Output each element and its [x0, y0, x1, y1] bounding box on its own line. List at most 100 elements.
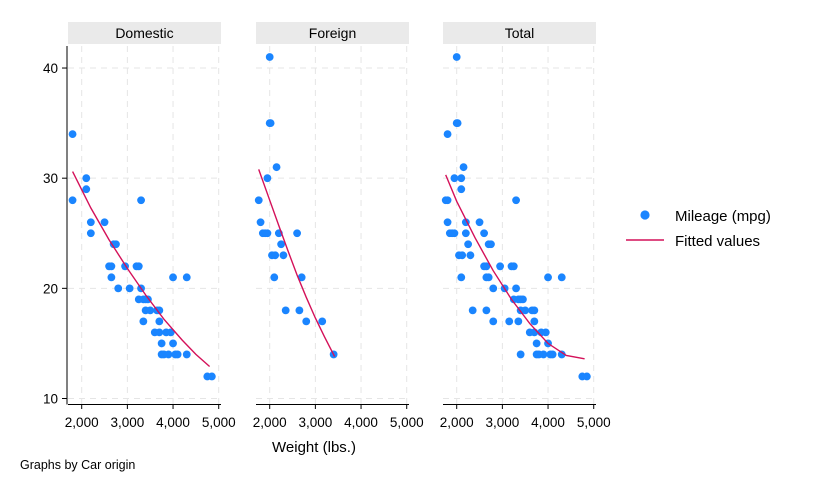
y-axis: 10 20 30 40: [43, 46, 68, 406]
y-tick-label: 40: [43, 61, 58, 76]
legend-label-points: Mileage (mpg): [675, 208, 771, 225]
data-point: [279, 251, 288, 260]
data-point: [173, 350, 182, 359]
data-point: [521, 306, 530, 315]
data-point: [86, 229, 95, 238]
panel-title: Domestic: [115, 25, 173, 41]
data-point: [557, 273, 566, 282]
data-point: [457, 174, 466, 183]
data-point: [464, 240, 473, 249]
y-tick-label: 20: [43, 281, 58, 296]
data-point: [443, 130, 452, 139]
data-point: [107, 273, 116, 282]
data-point: [458, 251, 467, 260]
data-point: [482, 306, 491, 315]
data-point: [509, 262, 518, 271]
data-point: [489, 317, 498, 326]
data-point: [256, 218, 265, 227]
data-point: [318, 317, 327, 326]
panel-strip: [68, 22, 221, 44]
data-point: [452, 53, 461, 61]
data-point: [164, 350, 173, 359]
fit-line: [445, 174, 585, 360]
data-point: [457, 185, 466, 194]
data-point: [516, 350, 525, 359]
data-point: [265, 53, 274, 61]
data-point: [548, 350, 557, 359]
data-point: [137, 196, 145, 205]
data-point: [157, 339, 166, 348]
data-point: [532, 339, 541, 348]
data-point: [505, 317, 514, 326]
legend-label-fit: Fitted values: [675, 233, 760, 250]
data-point: [281, 306, 290, 315]
data-point: [112, 240, 120, 249]
data-point: [457, 273, 466, 282]
data-point: [100, 218, 109, 227]
data-point: [86, 218, 95, 227]
data-point: [254, 196, 263, 205]
data-point: [271, 251, 280, 260]
y-tick-label: 10: [43, 391, 58, 406]
x-tick-label: 5,000: [202, 415, 236, 430]
data-point: [272, 163, 281, 172]
panel-strip: [443, 22, 596, 44]
data-point: [263, 174, 272, 183]
data-point: [539, 350, 548, 359]
data-point: [134, 262, 143, 271]
y-tick-label: 30: [43, 171, 58, 186]
panel-strip: [256, 22, 409, 44]
data-point: [480, 229, 489, 238]
x-tick-label: 3,000: [110, 415, 144, 430]
data-point: [557, 350, 566, 359]
x-tick-label: 3,000: [485, 415, 519, 430]
legend: Mileage (mpg) Fitted values: [626, 208, 771, 250]
data-point: [443, 196, 452, 205]
x-tick-label: 2,000: [253, 415, 287, 430]
data-point: [155, 328, 164, 337]
data-point: [270, 273, 279, 282]
data-point: [482, 262, 491, 271]
data-point: [166, 328, 175, 337]
data-point: [295, 306, 304, 315]
data-point: [277, 240, 286, 249]
data-point: [582, 372, 591, 381]
data-point: [302, 317, 311, 326]
data-point: [514, 317, 523, 326]
x-axis-title: Weight (lbs.): [272, 439, 356, 456]
data-point: [489, 284, 498, 293]
data-point: [484, 273, 493, 282]
data-point: [207, 372, 216, 381]
data-point: [512, 284, 520, 293]
data-point: [475, 218, 484, 227]
data-point: [450, 229, 459, 238]
graph-note: Graphs by Car origin: [20, 458, 135, 472]
data-point: [459, 163, 468, 172]
data-point: [512, 196, 520, 205]
x-tick-label: 5,000: [577, 415, 611, 430]
panel-domestic: Domestic 2,000 3,000 4,000 5,000: [65, 22, 236, 430]
data-point: [297, 273, 306, 282]
data-point: [266, 119, 275, 128]
fit-line: [258, 169, 336, 357]
data-point: [169, 273, 177, 282]
data-point: [114, 284, 123, 293]
data-point: [263, 229, 272, 238]
x-tick-label: 3,000: [298, 415, 332, 430]
x-tick-label: 5,000: [390, 415, 424, 430]
fit-line: [71, 171, 211, 368]
data-point: [530, 317, 539, 326]
x-tick-label: 2,000: [65, 415, 99, 430]
data-point: [82, 174, 91, 183]
x-tick-label: 4,000: [156, 415, 190, 430]
data-point: [125, 284, 134, 293]
data-point: [139, 317, 148, 326]
data-point: [82, 185, 91, 194]
data-point: [155, 317, 164, 326]
panels-group: Domestic 2,000 3,000 4,000 5,000 Foreign 2,000…: [65, 22, 611, 430]
x-tick-label: 2,000: [440, 415, 474, 430]
panel-title: Total: [505, 25, 535, 41]
data-point: [155, 306, 164, 315]
panel-total: Total 2,000 3,000 4,000 5,000: [440, 22, 611, 430]
